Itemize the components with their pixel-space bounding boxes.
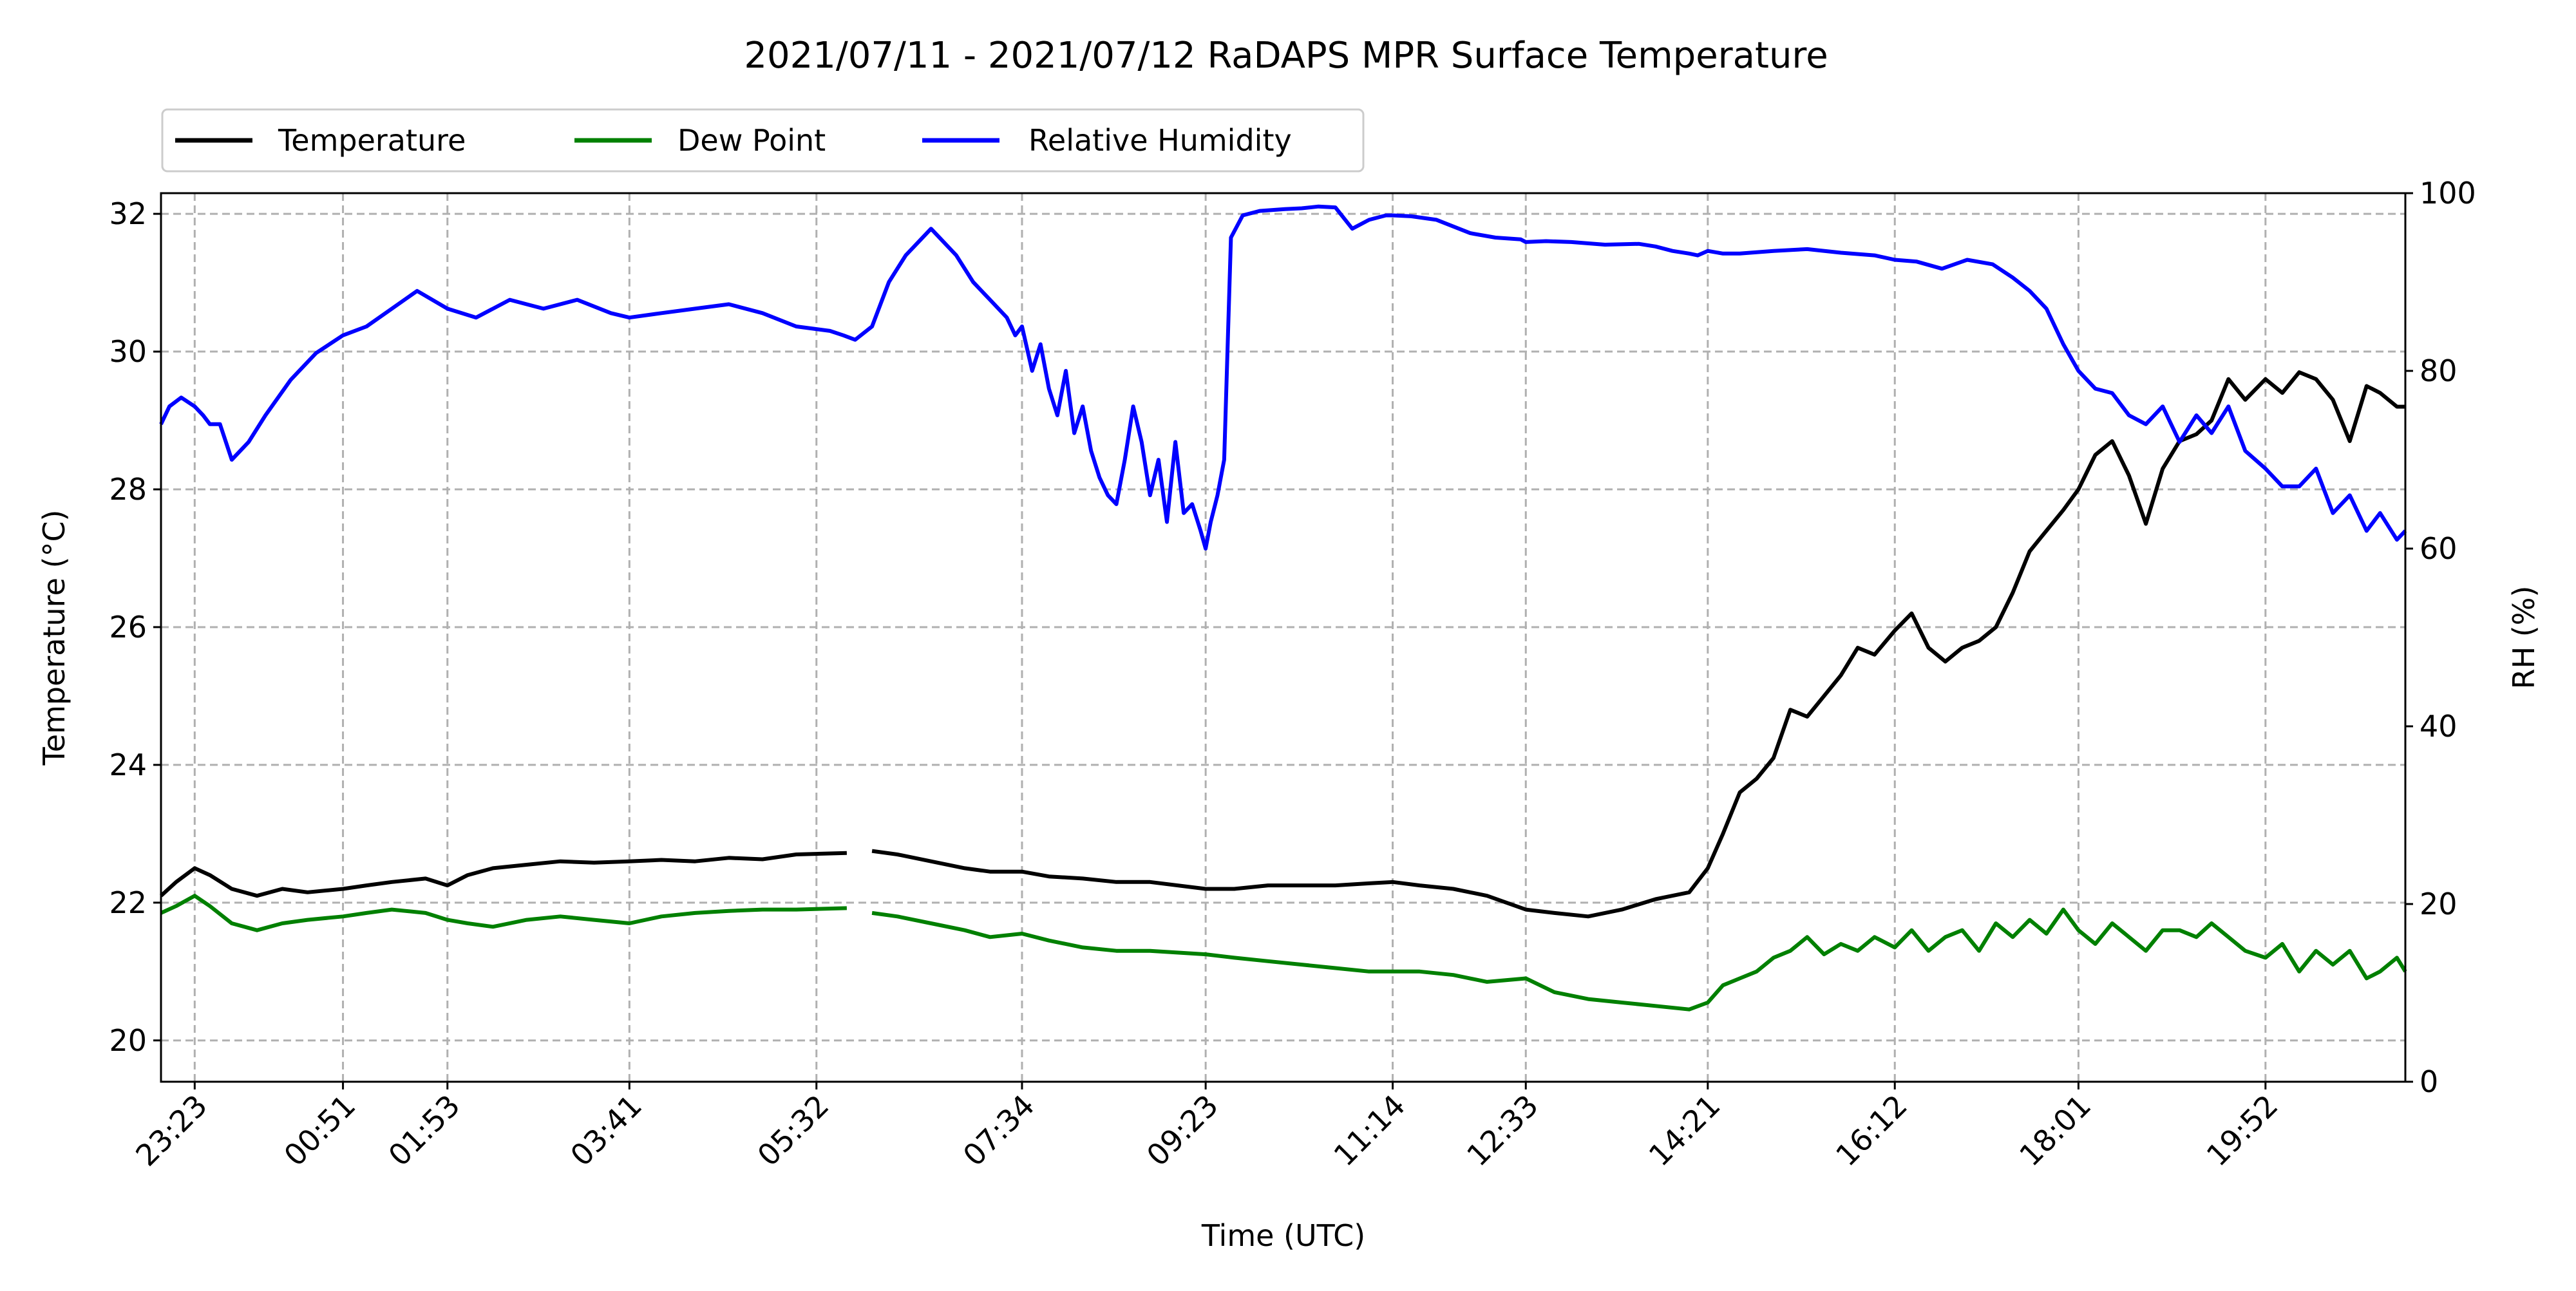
series-line-temperature	[159, 370, 2405, 919]
right-tick-label: 0	[2420, 1064, 2438, 1099]
chart-title: 2021/07/11 - 2021/07/12 RaDAPS MPR Surfa…	[744, 35, 1828, 77]
legend-box	[161, 108, 1365, 173]
right-tick-label: 20	[2420, 887, 2458, 921]
right-axis-ticks: 0 20 40 60 80 100	[2405, 176, 2476, 1099]
left-axis-ticks: 20 22 24 26 28 30 32	[109, 196, 161, 1058]
right-tick-label: 100	[2420, 176, 2476, 211]
right-tick-label: 60	[2420, 531, 2458, 566]
left-tick-label: 30	[109, 334, 147, 369]
series-layer	[159, 204, 2407, 1012]
legend-label-relative-humidity: Relative Humidity	[1028, 123, 1292, 158]
legend-label-temperature: Temperature	[278, 123, 466, 158]
series-line-dew-point	[160, 894, 2407, 1012]
left-tick-label: 24	[109, 748, 147, 782]
left-tick-label: 22	[109, 885, 147, 920]
y-axis-label-right: RH (%)	[2506, 586, 2541, 690]
series-line-relative-humidity	[159, 204, 2407, 551]
right-tick-label: 40	[2420, 709, 2458, 744]
left-tick-label: 20	[109, 1023, 147, 1058]
left-tick-label: 26	[109, 610, 147, 645]
plot-frame	[160, 192, 2407, 1083]
x-axis-label: Time (UTC)	[1201, 1218, 1365, 1253]
y-axis-label-left: Temperature (°C)	[37, 509, 71, 766]
left-tick-label: 28	[109, 472, 147, 507]
right-tick-label: 80	[2420, 353, 2458, 388]
legend-label-dew-point: Dew Point	[677, 123, 826, 158]
legend: Temperature Dew Point Relative Humidity	[161, 108, 1365, 173]
left-tick-label: 32	[109, 196, 147, 231]
